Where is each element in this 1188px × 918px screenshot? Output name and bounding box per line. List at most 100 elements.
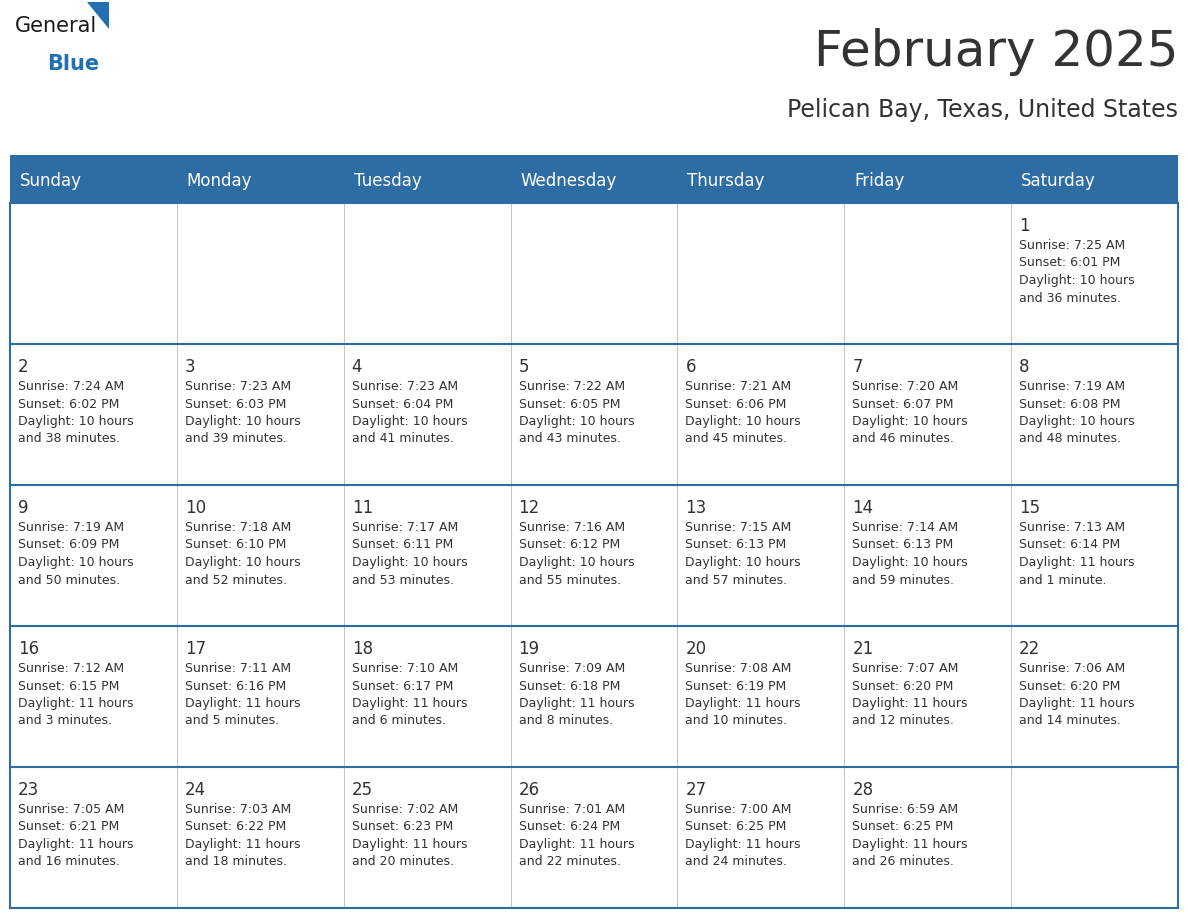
Text: Sunrise: 7:23 AM
Sunset: 6:03 PM
Daylight: 10 hours
and 39 minutes.: Sunrise: 7:23 AM Sunset: 6:03 PM Dayligh…: [185, 380, 301, 445]
Text: Saturday: Saturday: [1022, 172, 1095, 190]
Bar: [845, 485, 1011, 626]
Text: 11: 11: [352, 499, 373, 517]
Text: Sunday: Sunday: [20, 172, 82, 190]
Text: 24: 24: [185, 781, 206, 799]
Text: 15: 15: [1019, 499, 1041, 517]
Bar: [845, 203, 1011, 344]
Bar: [511, 203, 677, 344]
Text: Sunrise: 7:21 AM
Sunset: 6:06 PM
Daylight: 10 hours
and 45 minutes.: Sunrise: 7:21 AM Sunset: 6:06 PM Dayligh…: [685, 380, 801, 445]
Text: Sunrise: 7:19 AM
Sunset: 6:09 PM
Daylight: 10 hours
and 50 minutes.: Sunrise: 7:19 AM Sunset: 6:09 PM Dayligh…: [18, 521, 133, 587]
Text: Sunrise: 7:18 AM
Sunset: 6:10 PM
Daylight: 10 hours
and 52 minutes.: Sunrise: 7:18 AM Sunset: 6:10 PM Dayligh…: [185, 521, 301, 587]
Text: Sunrise: 7:14 AM
Sunset: 6:13 PM
Daylight: 10 hours
and 59 minutes.: Sunrise: 7:14 AM Sunset: 6:13 PM Dayligh…: [852, 521, 968, 587]
Text: Sunrise: 7:05 AM
Sunset: 6:21 PM
Daylight: 11 hours
and 16 minutes.: Sunrise: 7:05 AM Sunset: 6:21 PM Dayligh…: [18, 803, 133, 868]
Bar: [677, 344, 845, 485]
Text: 14: 14: [852, 499, 873, 517]
Text: 17: 17: [185, 640, 206, 658]
Text: Sunrise: 7:24 AM
Sunset: 6:02 PM
Daylight: 10 hours
and 38 minutes.: Sunrise: 7:24 AM Sunset: 6:02 PM Dayligh…: [18, 380, 133, 445]
Bar: [1011, 767, 1178, 908]
Text: Sunrise: 7:12 AM
Sunset: 6:15 PM
Daylight: 11 hours
and 3 minutes.: Sunrise: 7:12 AM Sunset: 6:15 PM Dayligh…: [18, 662, 133, 727]
Bar: [677, 767, 845, 908]
Text: Sunrise: 7:07 AM
Sunset: 6:20 PM
Daylight: 11 hours
and 12 minutes.: Sunrise: 7:07 AM Sunset: 6:20 PM Dayligh…: [852, 662, 968, 727]
Bar: [1011, 344, 1178, 485]
Polygon shape: [87, 2, 109, 29]
Bar: [511, 767, 677, 908]
Bar: [511, 485, 677, 626]
Text: 4: 4: [352, 358, 362, 376]
Bar: [511, 344, 677, 485]
Text: Sunrise: 7:02 AM
Sunset: 6:23 PM
Daylight: 11 hours
and 20 minutes.: Sunrise: 7:02 AM Sunset: 6:23 PM Dayligh…: [352, 803, 467, 868]
Bar: [845, 626, 1011, 767]
Bar: [343, 344, 511, 485]
Text: 3: 3: [185, 358, 196, 376]
Text: 23: 23: [18, 781, 39, 799]
Bar: [177, 767, 343, 908]
Text: Sunrise: 7:19 AM
Sunset: 6:08 PM
Daylight: 10 hours
and 48 minutes.: Sunrise: 7:19 AM Sunset: 6:08 PM Dayligh…: [1019, 380, 1135, 445]
Bar: [177, 344, 343, 485]
Text: 16: 16: [18, 640, 39, 658]
Text: Sunrise: 7:10 AM
Sunset: 6:17 PM
Daylight: 11 hours
and 6 minutes.: Sunrise: 7:10 AM Sunset: 6:17 PM Dayligh…: [352, 662, 467, 727]
Text: 5: 5: [519, 358, 529, 376]
Bar: [10, 767, 177, 908]
Text: Sunrise: 7:00 AM
Sunset: 6:25 PM
Daylight: 11 hours
and 24 minutes.: Sunrise: 7:00 AM Sunset: 6:25 PM Dayligh…: [685, 803, 801, 868]
Bar: [343, 767, 511, 908]
Bar: [1011, 626, 1178, 767]
Text: February 2025: February 2025: [814, 28, 1178, 76]
Text: Sunrise: 7:17 AM
Sunset: 6:11 PM
Daylight: 10 hours
and 53 minutes.: Sunrise: 7:17 AM Sunset: 6:11 PM Dayligh…: [352, 521, 467, 587]
Text: 21: 21: [852, 640, 873, 658]
Text: Sunrise: 7:06 AM
Sunset: 6:20 PM
Daylight: 11 hours
and 14 minutes.: Sunrise: 7:06 AM Sunset: 6:20 PM Dayligh…: [1019, 662, 1135, 727]
Text: Sunrise: 7:13 AM
Sunset: 6:14 PM
Daylight: 11 hours
and 1 minute.: Sunrise: 7:13 AM Sunset: 6:14 PM Dayligh…: [1019, 521, 1135, 587]
Text: 9: 9: [18, 499, 29, 517]
Bar: [677, 485, 845, 626]
Text: Sunrise: 7:25 AM
Sunset: 6:01 PM
Daylight: 10 hours
and 36 minutes.: Sunrise: 7:25 AM Sunset: 6:01 PM Dayligh…: [1019, 239, 1135, 305]
Bar: [343, 626, 511, 767]
Bar: [177, 626, 343, 767]
Text: Sunrise: 7:22 AM
Sunset: 6:05 PM
Daylight: 10 hours
and 43 minutes.: Sunrise: 7:22 AM Sunset: 6:05 PM Dayligh…: [519, 380, 634, 445]
Text: Sunrise: 7:16 AM
Sunset: 6:12 PM
Daylight: 10 hours
and 55 minutes.: Sunrise: 7:16 AM Sunset: 6:12 PM Dayligh…: [519, 521, 634, 587]
Bar: [845, 344, 1011, 485]
Text: 8: 8: [1019, 358, 1030, 376]
Text: 10: 10: [185, 499, 206, 517]
Text: 19: 19: [519, 640, 539, 658]
Text: Sunrise: 7:23 AM
Sunset: 6:04 PM
Daylight: 10 hours
and 41 minutes.: Sunrise: 7:23 AM Sunset: 6:04 PM Dayligh…: [352, 380, 467, 445]
Text: General: General: [15, 16, 97, 36]
Text: 1: 1: [1019, 217, 1030, 235]
Bar: [10, 485, 177, 626]
Bar: [10, 626, 177, 767]
Text: 6: 6: [685, 358, 696, 376]
Text: 25: 25: [352, 781, 373, 799]
Bar: [1011, 203, 1178, 344]
Text: 18: 18: [352, 640, 373, 658]
Text: 13: 13: [685, 499, 707, 517]
Text: Tuesday: Tuesday: [354, 172, 422, 190]
Text: Sunrise: 6:59 AM
Sunset: 6:25 PM
Daylight: 11 hours
and 26 minutes.: Sunrise: 6:59 AM Sunset: 6:25 PM Dayligh…: [852, 803, 968, 868]
Text: 2: 2: [18, 358, 29, 376]
Text: Thursday: Thursday: [688, 172, 765, 190]
Text: Pelican Bay, Texas, United States: Pelican Bay, Texas, United States: [786, 98, 1178, 122]
Text: Friday: Friday: [854, 172, 904, 190]
Bar: [845, 767, 1011, 908]
Text: Monday: Monday: [187, 172, 252, 190]
Text: 12: 12: [519, 499, 539, 517]
Text: Sunrise: 7:15 AM
Sunset: 6:13 PM
Daylight: 10 hours
and 57 minutes.: Sunrise: 7:15 AM Sunset: 6:13 PM Dayligh…: [685, 521, 801, 587]
Text: 20: 20: [685, 640, 707, 658]
Bar: [677, 626, 845, 767]
Text: Sunrise: 7:03 AM
Sunset: 6:22 PM
Daylight: 11 hours
and 18 minutes.: Sunrise: 7:03 AM Sunset: 6:22 PM Dayligh…: [185, 803, 301, 868]
Bar: [10, 155, 1178, 159]
Bar: [10, 159, 1178, 203]
Text: Sunrise: 7:01 AM
Sunset: 6:24 PM
Daylight: 11 hours
and 22 minutes.: Sunrise: 7:01 AM Sunset: 6:24 PM Dayligh…: [519, 803, 634, 868]
Bar: [1011, 485, 1178, 626]
Bar: [677, 203, 845, 344]
Text: Sunrise: 7:08 AM
Sunset: 6:19 PM
Daylight: 11 hours
and 10 minutes.: Sunrise: 7:08 AM Sunset: 6:19 PM Dayligh…: [685, 662, 801, 727]
Text: Sunrise: 7:09 AM
Sunset: 6:18 PM
Daylight: 11 hours
and 8 minutes.: Sunrise: 7:09 AM Sunset: 6:18 PM Dayligh…: [519, 662, 634, 727]
Text: 7: 7: [852, 358, 862, 376]
Text: 22: 22: [1019, 640, 1041, 658]
Bar: [343, 203, 511, 344]
Text: Wednesday: Wednesday: [520, 172, 617, 190]
Text: 26: 26: [519, 781, 539, 799]
Bar: [177, 485, 343, 626]
Text: 27: 27: [685, 781, 707, 799]
Text: 28: 28: [852, 781, 873, 799]
Bar: [343, 485, 511, 626]
Text: Blue: Blue: [48, 54, 99, 74]
Bar: [511, 626, 677, 767]
